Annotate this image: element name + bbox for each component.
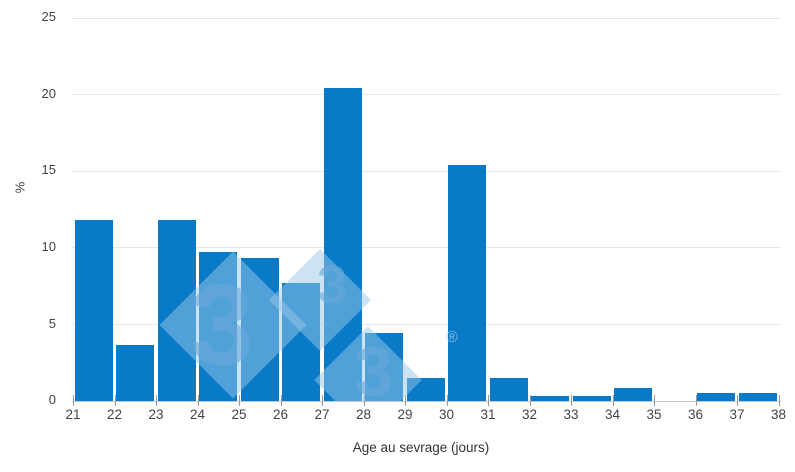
x-axis-title: Age au sevrage (jours)	[352, 440, 490, 455]
y-axis-tick-label: 25	[41, 9, 56, 25]
y-axis-tick-label: 20	[41, 85, 56, 101]
x-axis-tick-label: 37	[729, 407, 745, 422]
x-axis-tick	[654, 394, 655, 406]
x-axis-tick-label: 36	[687, 407, 704, 422]
x-axis-line	[72, 400, 781, 402]
gridline-y-15	[72, 170, 781, 172]
x-axis-tick-label: 25	[231, 407, 247, 422]
bar-age-31[interactable]	[489, 377, 528, 401]
x-axis-tick	[239, 394, 240, 406]
bar-age-21[interactable]	[74, 219, 113, 401]
x-axis-tick	[114, 394, 116, 406]
bar-age-30[interactable]	[448, 164, 487, 401]
x-axis-tick	[73, 394, 74, 406]
gridline-y-10	[72, 247, 781, 249]
x-axis-tick-label: 34	[604, 407, 621, 422]
bar-age-24[interactable]	[199, 251, 238, 401]
y-axis-tick-label: 15	[41, 162, 56, 178]
x-axis-tick	[778, 394, 780, 406]
x-axis-tick-label: 28	[355, 407, 372, 422]
x-axis-tick-label: 32	[521, 407, 538, 422]
x-axis-tick-label: 26	[272, 407, 289, 422]
bar-age-26[interactable]	[282, 282, 321, 401]
x-axis-tick-label: 29	[397, 407, 413, 422]
x-axis-tick	[197, 394, 199, 406]
x-axis-tick-label: 22	[106, 407, 123, 422]
x-axis-tick-label: 38	[770, 407, 787, 422]
bar-age-33[interactable]	[572, 396, 611, 401]
bar-age-36[interactable]	[697, 392, 736, 401]
x-axis-tick	[280, 394, 282, 406]
x-axis-tick-label: 33	[563, 407, 579, 422]
y-axis-tick-label: 10	[41, 238, 56, 254]
y-axis-tick-label: 5	[48, 315, 56, 331]
x-axis-tick	[488, 394, 489, 406]
x-axis-tick-label: 30	[438, 407, 455, 422]
x-axis-tick-label: 21	[65, 407, 81, 422]
bar-age-37[interactable]	[738, 392, 777, 401]
x-axis-tick-label: 23	[148, 407, 164, 422]
x-axis-tick	[156, 394, 157, 406]
x-axis-tick-label: 27	[314, 407, 330, 422]
gridline-y-25	[72, 17, 781, 19]
gridline-y-20	[72, 94, 781, 96]
y-axis-title: %	[12, 181, 28, 194]
x-axis-tick	[571, 394, 572, 406]
x-axis-tick	[529, 394, 531, 406]
bar-age-22[interactable]	[116, 345, 155, 401]
x-axis-tick-label: 35	[646, 407, 662, 422]
x-axis-tick-label: 24	[189, 407, 206, 422]
bar-age-29[interactable]	[406, 377, 445, 401]
x-axis-tick	[612, 394, 614, 406]
gridline-y-5	[72, 324, 781, 325]
bar-age-28[interactable]	[365, 333, 404, 401]
x-axis-tick-label: 31	[480, 407, 496, 422]
bar-age-34[interactable]	[614, 388, 653, 401]
x-axis-tick	[695, 394, 697, 406]
bar-age-32[interactable]	[531, 396, 570, 401]
y-axis-tick-label: 0	[48, 392, 56, 408]
x-axis-tick	[737, 394, 738, 406]
x-axis-tick	[446, 394, 448, 406]
bar-age-25[interactable]	[240, 258, 279, 401]
bar-age-27[interactable]	[323, 88, 362, 401]
bar-age-23[interactable]	[157, 219, 196, 401]
